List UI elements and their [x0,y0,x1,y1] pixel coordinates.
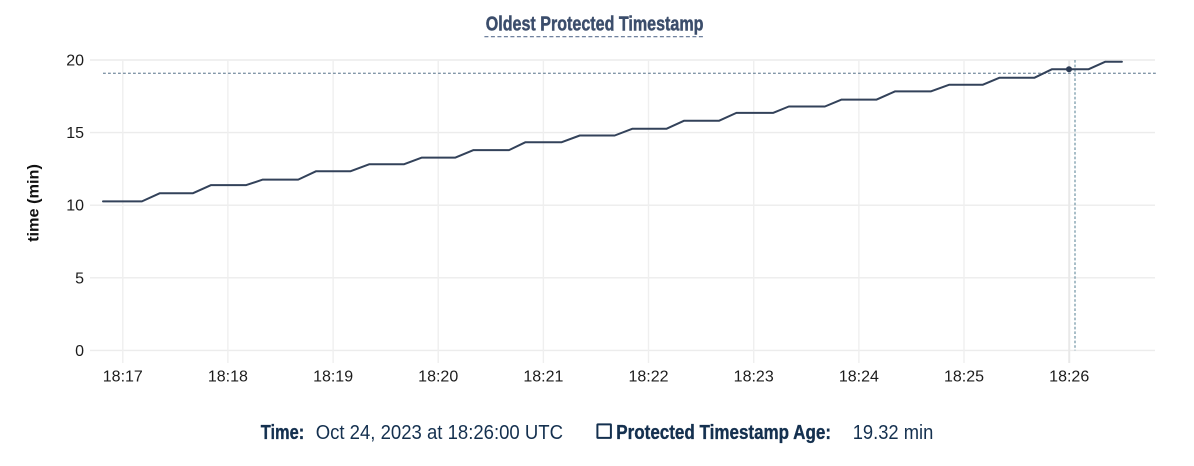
svg-text:18:26: 18:26 [1049,369,1089,386]
svg-text:Protected Timestamp Age:: Protected Timestamp Age: [616,422,831,444]
svg-text:18:19: 18:19 [313,369,353,386]
svg-text:Oldest Protected Timestamp: Oldest Protected Timestamp [486,13,704,35]
svg-text:19.32 min: 19.32 min [853,422,934,444]
svg-text:18:20: 18:20 [418,369,458,386]
svg-text:20: 20 [66,53,84,70]
svg-text:0: 0 [75,343,84,360]
svg-text:18:21: 18:21 [523,369,563,386]
svg-text:Time:: Time: [261,422,304,444]
svg-text:5: 5 [75,270,84,287]
svg-text:18:22: 18:22 [628,369,668,386]
svg-text:Oct 24, 2023 at 18:26:00 UTC: Oct 24, 2023 at 18:26:00 UTC [316,422,563,444]
svg-text:10: 10 [66,198,84,215]
svg-text:18:24: 18:24 [839,369,879,386]
svg-text:15: 15 [66,125,84,142]
svg-text:18:25: 18:25 [944,369,984,386]
svg-text:18:23: 18:23 [734,369,774,386]
svg-text:18:18: 18:18 [208,369,248,386]
svg-text:18:17: 18:17 [103,369,143,386]
svg-text:time (min): time (min) [26,164,43,242]
